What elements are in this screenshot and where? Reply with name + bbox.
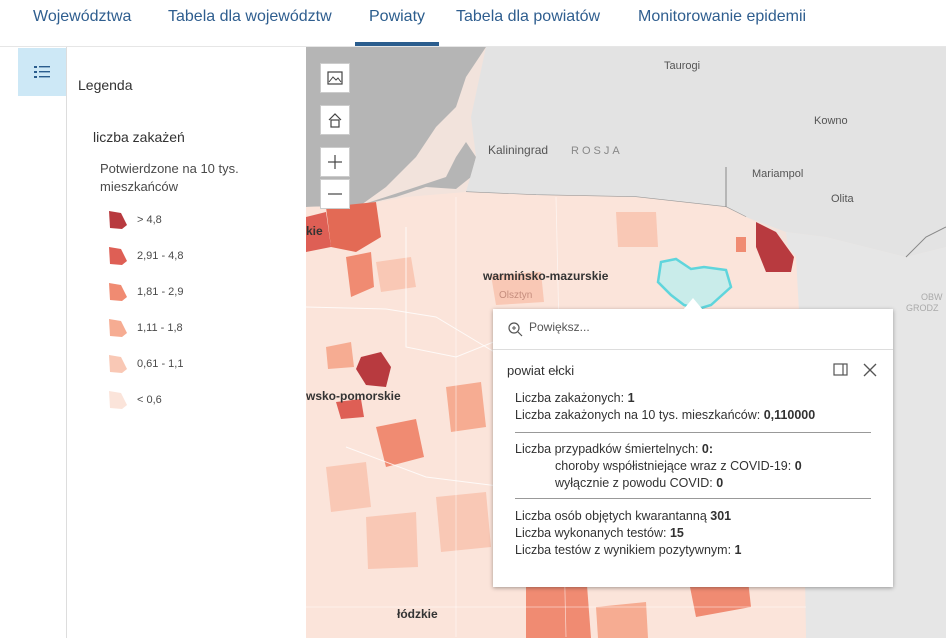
neighbour-land: [466, 47, 946, 257]
popup-row-quarantine: Liczba osób objętych kwarantanną 301: [515, 509, 732, 523]
legend-class-label: 0,61 - 1,1: [137, 358, 184, 370]
popup-title: powiat ełcki: [507, 363, 575, 378]
legend-swatch-icon: [109, 211, 127, 229]
legend-class-label: > 4,8: [137, 214, 162, 226]
map-label-city: Taurogi: [664, 60, 701, 72]
legend-class: > 4,8: [107, 206, 162, 234]
legend-class: 1,11 - 1,8: [107, 314, 183, 342]
legend-class: 2,91 - 4,8: [107, 242, 183, 270]
tab-tabela-wojewodztw[interactable]: Tabela dla województw: [168, 8, 332, 25]
legend-list-icon: [34, 66, 50, 78]
dock-icon[interactable]: [833, 363, 849, 377]
map-label-city: Olita: [831, 193, 854, 205]
map-label-city: Mariampol: [752, 168, 804, 180]
map-label-city: Kowno: [814, 115, 848, 127]
tab-powiaty[interactable]: Powiaty: [355, 0, 440, 46]
legend-class-label: 1,81 - 2,9: [137, 286, 184, 298]
legend-class-label: < 0,6: [137, 394, 162, 406]
legend-class-label: 2,91 - 4,8: [137, 250, 184, 262]
legend-swatch-icon: [109, 391, 127, 409]
popup-row-cases: Liczba zakażonych: 1: [515, 391, 635, 405]
map-label-city: Olsztyn: [499, 290, 533, 301]
popup-section-deaths: Liczba przypadków śmiertelnych: 0: choro…: [515, 441, 802, 492]
tab-wojewodztwa[interactable]: Województwa: [33, 8, 132, 25]
popup-section-tests: Liczba osób objętych kwarantanną 301 Lic…: [515, 508, 741, 559]
zoom-out-button[interactable]: [320, 179, 350, 209]
legend-title: Legenda: [78, 77, 133, 93]
popup-row-positive: Liczba testów z wynikiem pozytywnym: 1: [515, 543, 742, 557]
popup-section-cases: Liczba zakażonych: 1 Liczba zakażonych n…: [515, 390, 815, 424]
legend-swatch-icon: [109, 247, 127, 265]
legend-class: < 0,6: [107, 386, 162, 414]
top-navigation: Województwa Tabela dla województw Powiat…: [0, 0, 946, 47]
legend-toggle-button[interactable]: [18, 48, 66, 96]
map-label-city: Kaliningrad: [488, 143, 549, 157]
basemap-gallery-button[interactable]: [320, 63, 350, 93]
legend-swatch-icon: [109, 283, 127, 301]
popup-row-comorbid: choroby współistniejące wraz z COVID-19:…: [555, 459, 802, 473]
basemap-gallery-icon: [327, 71, 343, 85]
feature-popup: Powiększ... powiat ełcki Liczba zakażony…: [493, 309, 893, 587]
selected-powiat-elcki: [656, 257, 733, 311]
legend-swatch-icon: [109, 355, 127, 373]
zoom-out-icon: [328, 193, 342, 195]
legend-layer-title: liczba zakażeń: [93, 129, 185, 145]
map-label-country: ROSJA: [571, 145, 623, 157]
zoom-in-button[interactable]: [320, 147, 350, 177]
zoom-magnifier-icon: [508, 322, 523, 337]
popup-divider: [515, 498, 871, 499]
legend-class: 1,81 - 2,9: [107, 278, 183, 306]
legend-class-label: 1,11 - 1,8: [137, 322, 183, 334]
legend-swatch-icon: [109, 319, 127, 337]
home-icon: [328, 113, 342, 128]
map-label-voivodeship: wsko-pomorskie: [306, 389, 401, 403]
sea-area: [306, 47, 486, 207]
legend-layer-description: Potwierdzone na 10 tys. mieszkańców: [100, 161, 239, 194]
map-label-voivodeship: kie: [306, 224, 323, 238]
popup-row-covid-only: wyłącznie z powodu COVID: 0: [555, 476, 724, 490]
popup-zoom-action[interactable]: Powiększ...: [493, 309, 893, 350]
map-label-voivodeship: warmińsko-mazurskie: [483, 269, 609, 283]
popup-row-tests: Liczba wykonanych testów: 15: [515, 526, 684, 540]
popup-zoom-label[interactable]: Powiększ...: [529, 320, 590, 334]
home-button[interactable]: [320, 105, 350, 135]
tab-monitorowanie-epidemii[interactable]: Monitorowanie epidemii: [638, 8, 807, 25]
close-icon[interactable]: [863, 363, 877, 377]
zoom-in-icon: [328, 155, 342, 169]
popup-divider: [515, 432, 871, 433]
popup-pointer: [683, 298, 703, 310]
tab-tabela-powiatow[interactable]: Tabela dla powiatów: [456, 8, 601, 25]
map-label-voivodeship: łódzkie: [397, 607, 438, 621]
map-label-region: GRODZ: [906, 303, 939, 313]
legend-panel: Legenda liczba zakażeń Potwierdzone na 1…: [67, 47, 306, 638]
popup-row-deaths: Liczba przypadków śmiertelnych: 0:: [515, 442, 714, 456]
sidebar-rail: [0, 47, 67, 638]
legend-class: 0,61 - 1,1: [107, 350, 183, 378]
popup-row-cases-per-10k: Liczba zakażonych na 10 tys. mieszkańców…: [515, 408, 816, 422]
powiat-highlight-red: [756, 222, 794, 272]
map-label-region: OBW: [921, 292, 943, 302]
